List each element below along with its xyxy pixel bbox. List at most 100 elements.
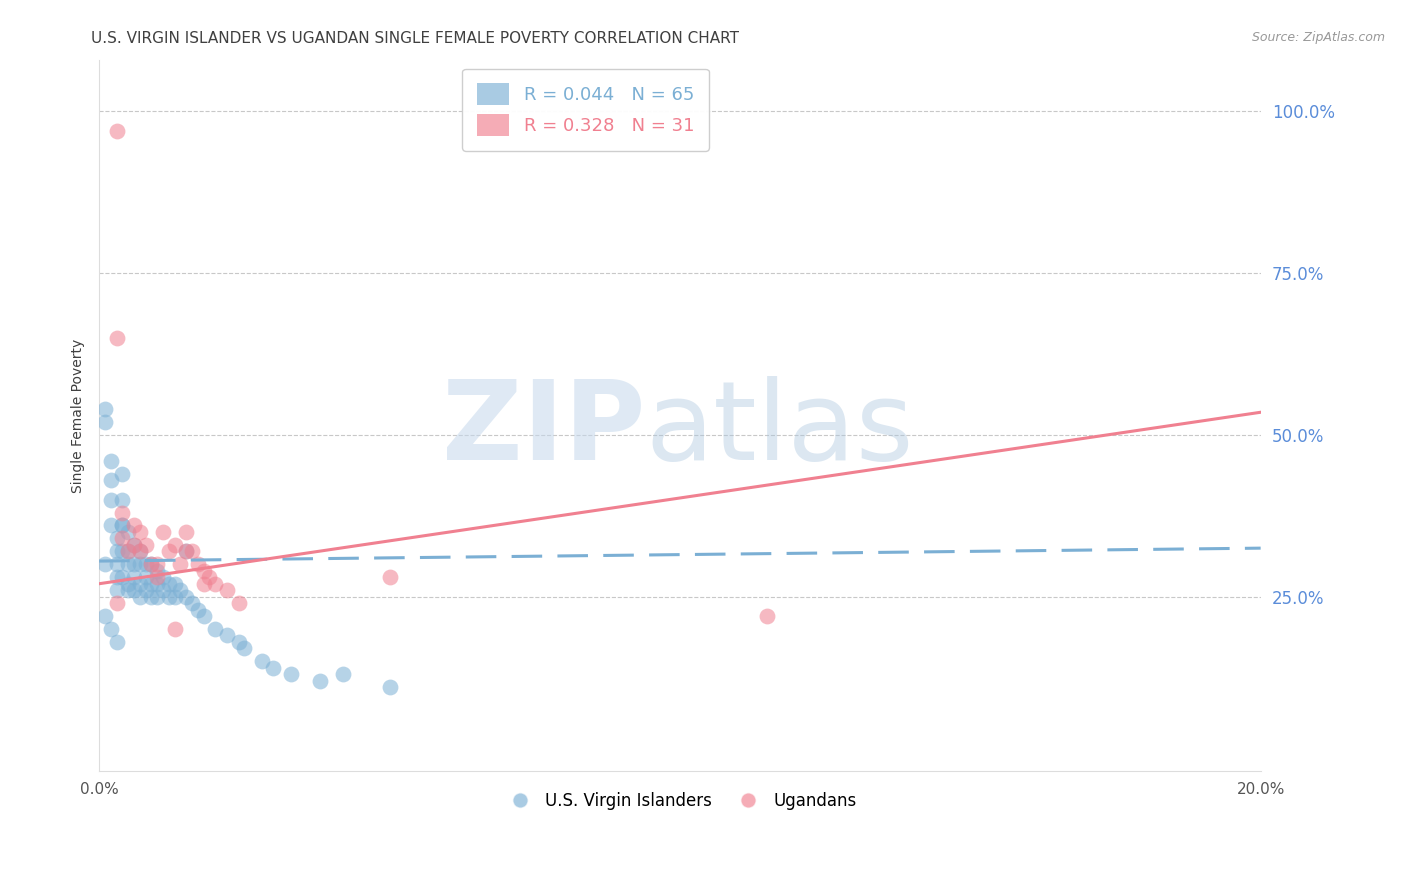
Point <box>163 538 186 552</box>
Point <box>187 558 209 572</box>
Point <box>163 622 186 636</box>
Point <box>250 654 273 668</box>
Point <box>152 570 174 584</box>
Point <box>122 558 145 572</box>
Point <box>308 673 330 688</box>
Point <box>117 544 139 558</box>
Point <box>122 518 145 533</box>
Point <box>187 602 209 616</box>
Point <box>105 635 128 649</box>
Point <box>157 576 180 591</box>
Point <box>122 570 145 584</box>
Point <box>135 570 157 584</box>
Point <box>94 402 117 417</box>
Point <box>105 331 128 345</box>
Text: Source: ZipAtlas.com: Source: ZipAtlas.com <box>1251 31 1385 45</box>
Point <box>280 667 302 681</box>
Point <box>117 524 139 539</box>
Point <box>198 570 221 584</box>
Point <box>111 532 134 546</box>
Point <box>128 590 150 604</box>
Point <box>94 558 117 572</box>
Point <box>141 558 163 572</box>
Point <box>174 544 197 558</box>
Point <box>111 544 134 558</box>
Point <box>146 590 169 604</box>
Point <box>128 576 150 591</box>
Point <box>100 518 122 533</box>
Point <box>193 609 215 624</box>
Point <box>117 544 139 558</box>
Point <box>128 524 150 539</box>
Y-axis label: Single Female Poverty: Single Female Poverty <box>72 338 86 492</box>
Point <box>111 518 134 533</box>
Point <box>128 558 150 572</box>
Point <box>163 576 186 591</box>
Point <box>111 518 134 533</box>
Point <box>146 570 169 584</box>
Point <box>215 583 238 598</box>
Point <box>228 596 250 610</box>
Point <box>332 667 354 681</box>
Legend: U.S. Virgin Islanders, Ugandans: U.S. Virgin Islanders, Ugandans <box>496 785 863 816</box>
Point <box>128 544 150 558</box>
Point <box>181 544 204 558</box>
Point <box>135 538 157 552</box>
Point <box>174 590 197 604</box>
Point <box>141 590 163 604</box>
Point <box>122 538 145 552</box>
Point <box>122 583 145 598</box>
Point <box>94 609 117 624</box>
Point <box>100 492 122 507</box>
Point <box>122 538 145 552</box>
Point <box>100 454 122 468</box>
Point <box>117 576 139 591</box>
Point <box>204 622 226 636</box>
Text: atlas: atlas <box>645 376 914 483</box>
Point <box>105 124 128 138</box>
Point <box>111 570 134 584</box>
Point <box>157 590 180 604</box>
Point <box>111 506 134 520</box>
Point <box>169 583 191 598</box>
Point <box>193 576 215 591</box>
Point <box>128 544 150 558</box>
Point <box>117 558 139 572</box>
Point <box>100 473 122 487</box>
Point <box>378 570 401 584</box>
Point <box>181 596 204 610</box>
Point <box>233 641 256 656</box>
Point <box>117 583 139 598</box>
Point <box>100 622 122 636</box>
Point <box>152 583 174 598</box>
Point <box>111 467 134 481</box>
Point <box>146 576 169 591</box>
Point <box>141 558 163 572</box>
Point <box>135 558 157 572</box>
Point <box>105 596 128 610</box>
Text: ZIP: ZIP <box>441 376 645 483</box>
Point <box>378 680 401 694</box>
Point <box>146 558 169 572</box>
Point <box>193 564 215 578</box>
Point <box>94 415 117 429</box>
Point <box>111 492 134 507</box>
Point <box>141 576 163 591</box>
Point <box>174 544 197 558</box>
Point <box>174 524 197 539</box>
Point <box>756 609 779 624</box>
Point <box>105 558 128 572</box>
Point <box>105 583 128 598</box>
Point <box>228 635 250 649</box>
Point <box>215 628 238 642</box>
Point <box>105 570 128 584</box>
Point <box>204 576 226 591</box>
Point <box>135 583 157 598</box>
Point <box>146 564 169 578</box>
Point <box>152 524 174 539</box>
Point <box>105 532 128 546</box>
Point <box>169 558 191 572</box>
Point <box>163 590 186 604</box>
Point <box>105 544 128 558</box>
Point <box>262 661 284 675</box>
